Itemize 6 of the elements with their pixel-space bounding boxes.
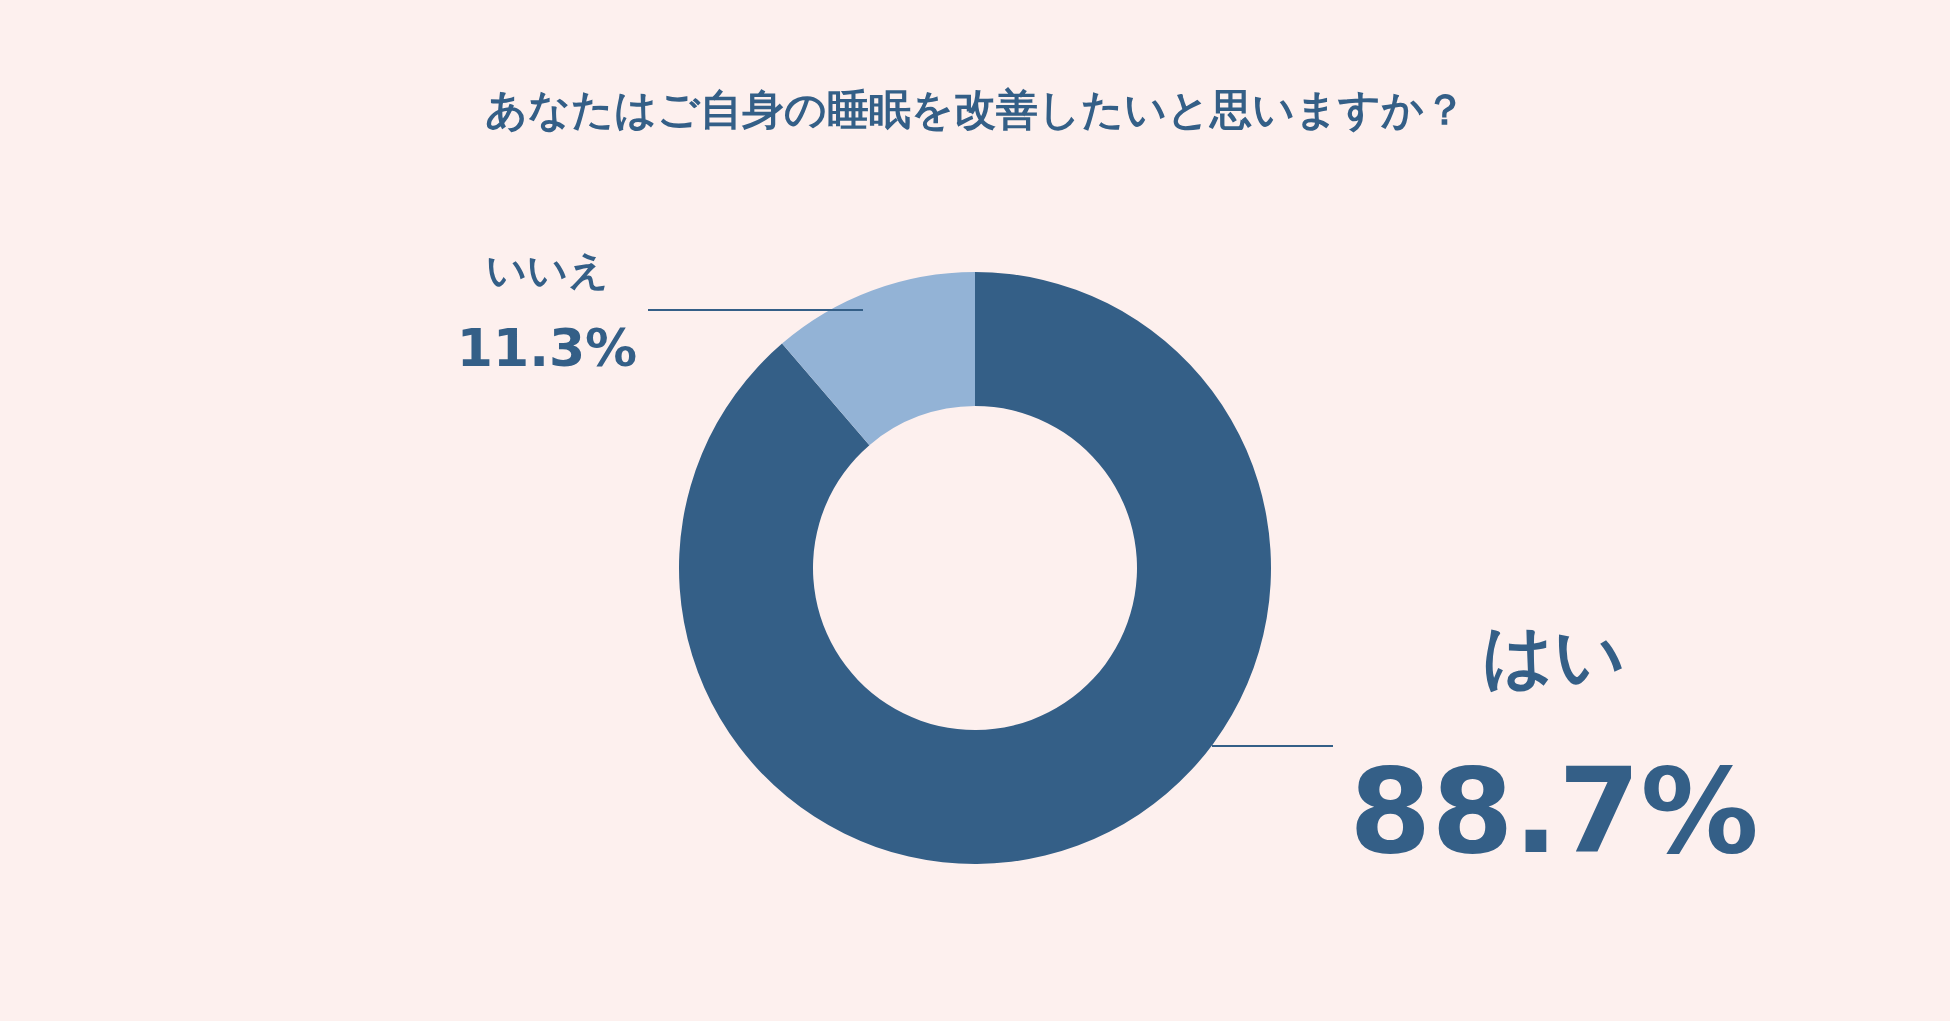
donut-slice [782,272,975,446]
chart-title: あなたはご自身の睡眠を改善したいと思いますか？ [484,85,1466,134]
slice-label: いいえ [485,247,609,293]
slice-label: はい [1482,615,1626,697]
data-label: 88.7% [1349,742,1759,880]
data-label: 11.3% [456,318,638,378]
